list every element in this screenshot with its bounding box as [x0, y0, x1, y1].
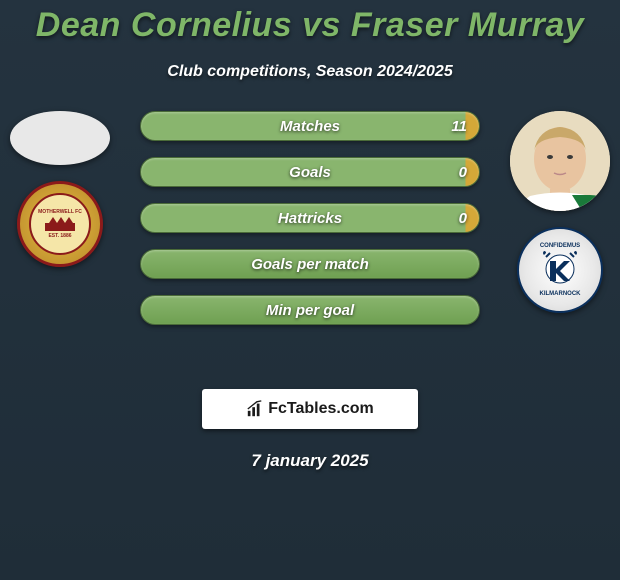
date-text: 7 january 2025 — [0, 451, 620, 471]
stat-bar-min-per-goal: Min per goal — [140, 295, 480, 325]
brand-chart-icon — [246, 400, 264, 418]
left-club-crest-icon — [43, 215, 77, 233]
stat-right-value: 0 — [459, 164, 467, 181]
left-club-inner: MOTHERWELL FC EST. 1886 — [29, 193, 91, 255]
stat-bar-goals: Goals 0 — [140, 157, 480, 187]
stat-bar-matches: Matches 11 — [140, 111, 480, 141]
left-column: MOTHERWELL FC EST. 1886 — [0, 111, 120, 267]
comparison-content: MOTHERWELL FC EST. 1886 — [0, 111, 620, 371]
right-column: CONFIDEMUS KILMARNOCK — [500, 111, 620, 313]
stat-right-value: 0 — [459, 210, 467, 227]
left-club-badge: MOTHERWELL FC EST. 1886 — [17, 181, 103, 267]
stat-label: Matches — [280, 118, 340, 135]
right-club-inner: CONFIDEMUS KILMARNOCK — [540, 243, 581, 297]
left-player-photo — [10, 111, 110, 165]
right-club-crest-icon — [540, 249, 580, 289]
right-club-badge: CONFIDEMUS KILMARNOCK — [517, 227, 603, 313]
stat-label: Goals per match — [251, 256, 369, 273]
stat-right-value: 11 — [451, 118, 467, 135]
left-club-text-bottom: EST. 1886 — [48, 233, 71, 239]
right-player-face-icon — [510, 111, 610, 211]
stat-label: Hattricks — [278, 210, 342, 227]
stat-label: Min per goal — [266, 302, 354, 319]
page-title: Dean Cornelius vs Fraser Murray — [0, 0, 620, 45]
right-player-photo — [510, 111, 610, 211]
stat-bars: Matches 11 Goals 0 Hattricks 0 Goals per… — [140, 111, 480, 325]
stat-bar-hattricks: Hattricks 0 — [140, 203, 480, 233]
brand-box: FcTables.com — [202, 389, 418, 429]
stat-bar-goals-per-match: Goals per match — [140, 249, 480, 279]
stat-label: Goals — [289, 164, 331, 181]
right-club-text-bottom: KILMARNOCK — [540, 291, 581, 297]
brand-text: FcTables.com — [268, 400, 374, 418]
subtitle: Club competitions, Season 2024/2025 — [0, 63, 620, 81]
